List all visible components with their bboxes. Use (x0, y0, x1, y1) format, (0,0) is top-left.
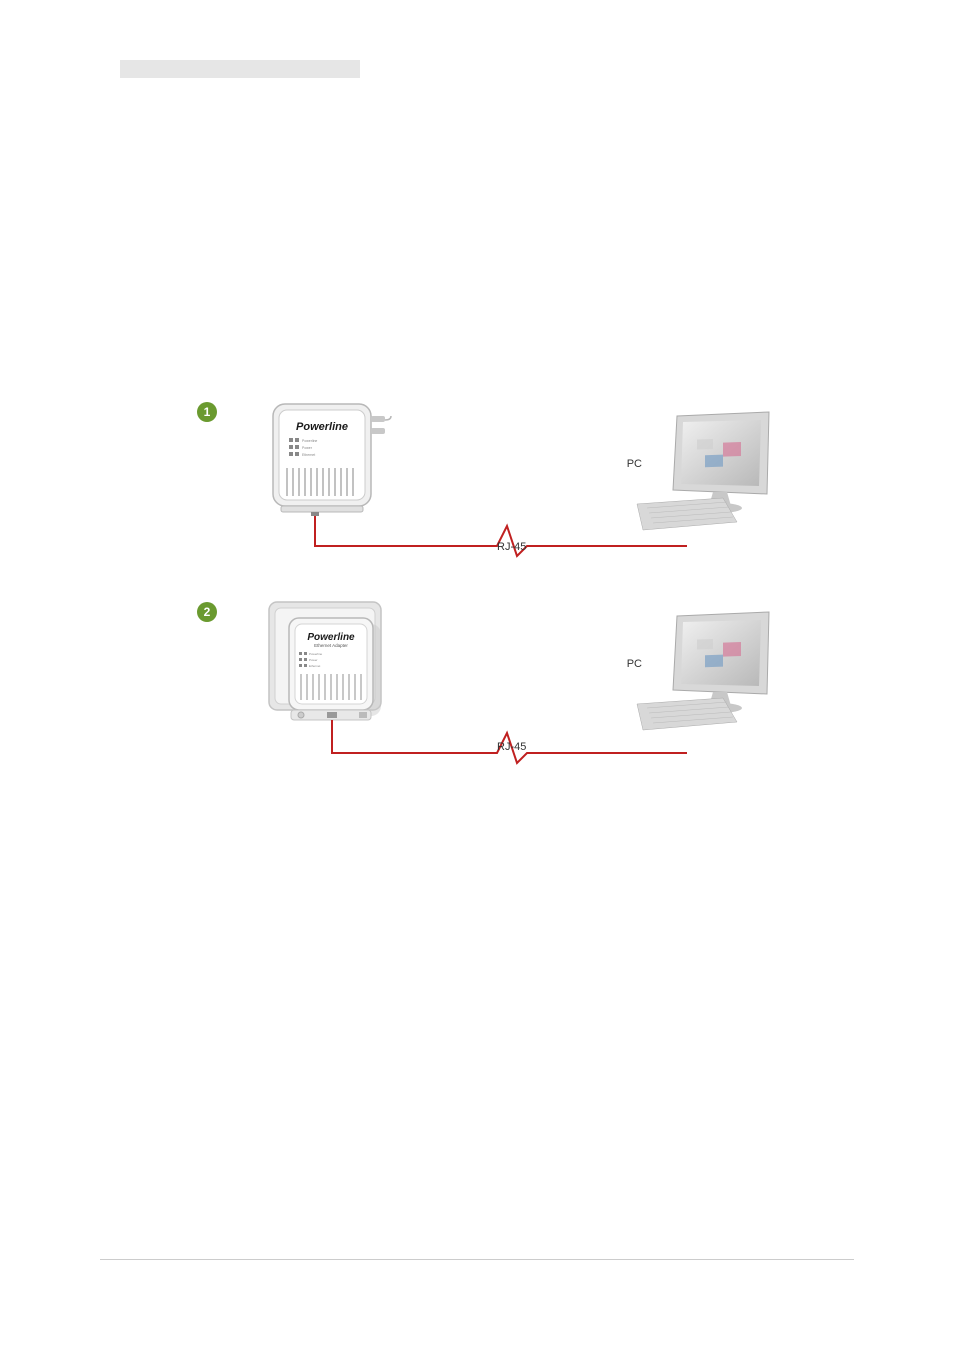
svg-text:Ethernet: Ethernet (309, 664, 321, 668)
cable-label: RJ-45 (497, 541, 526, 553)
pc-label: PC (627, 658, 642, 670)
pc-label: PC (627, 458, 642, 470)
svg-text:Power: Power (309, 658, 318, 662)
adapter-brand-text: Powerline (296, 421, 348, 433)
installation-diagram: 1 Powerline Powerline (197, 398, 757, 778)
section-title-bar (120, 60, 360, 78)
diagram-step-2: 2 Powerline Ethernet Adapter (197, 598, 757, 778)
svg-text:Power: Power (302, 446, 313, 450)
diagram-step-1: 1 Powerline Powerline (197, 398, 757, 578)
svg-text:Ethernet Adapter: Ethernet Adapter (314, 643, 348, 648)
step-badge: 2 (197, 602, 217, 622)
desktop-pc-icon (627, 408, 777, 543)
svg-text:Ethernet: Ethernet (302, 453, 315, 457)
powerline-adapter-front: Powerline Powerline Power Ethernet (267, 398, 397, 538)
powerline-adapter-wall: Powerline Ethernet Adapter Powerline Pow… (267, 598, 407, 748)
step-badge: 1 (197, 402, 217, 422)
svg-text:Powerline: Powerline (307, 632, 355, 643)
cable-label: RJ-45 (497, 741, 526, 753)
desktop-pc-icon (627, 608, 777, 743)
footer-divider (100, 1259, 854, 1260)
svg-text:Powerline: Powerline (309, 652, 323, 656)
svg-text:Powerline: Powerline (302, 439, 317, 443)
document-page: 1 Powerline Powerline (0, 0, 954, 1350)
